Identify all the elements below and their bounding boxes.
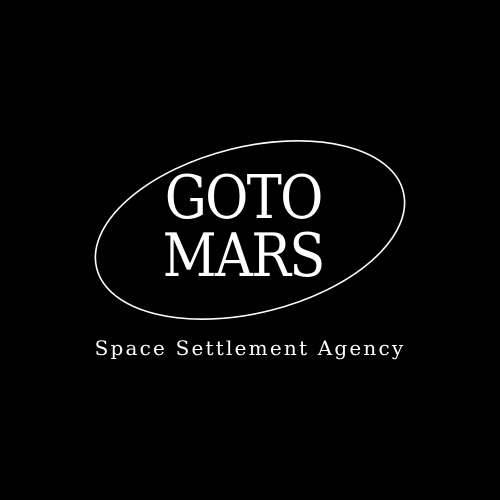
logo-title-line1: GOTO: [164, 163, 324, 233]
logo-title-line2: MARS: [162, 221, 326, 291]
tagline: Space Settlement Agency: [94, 336, 406, 360]
